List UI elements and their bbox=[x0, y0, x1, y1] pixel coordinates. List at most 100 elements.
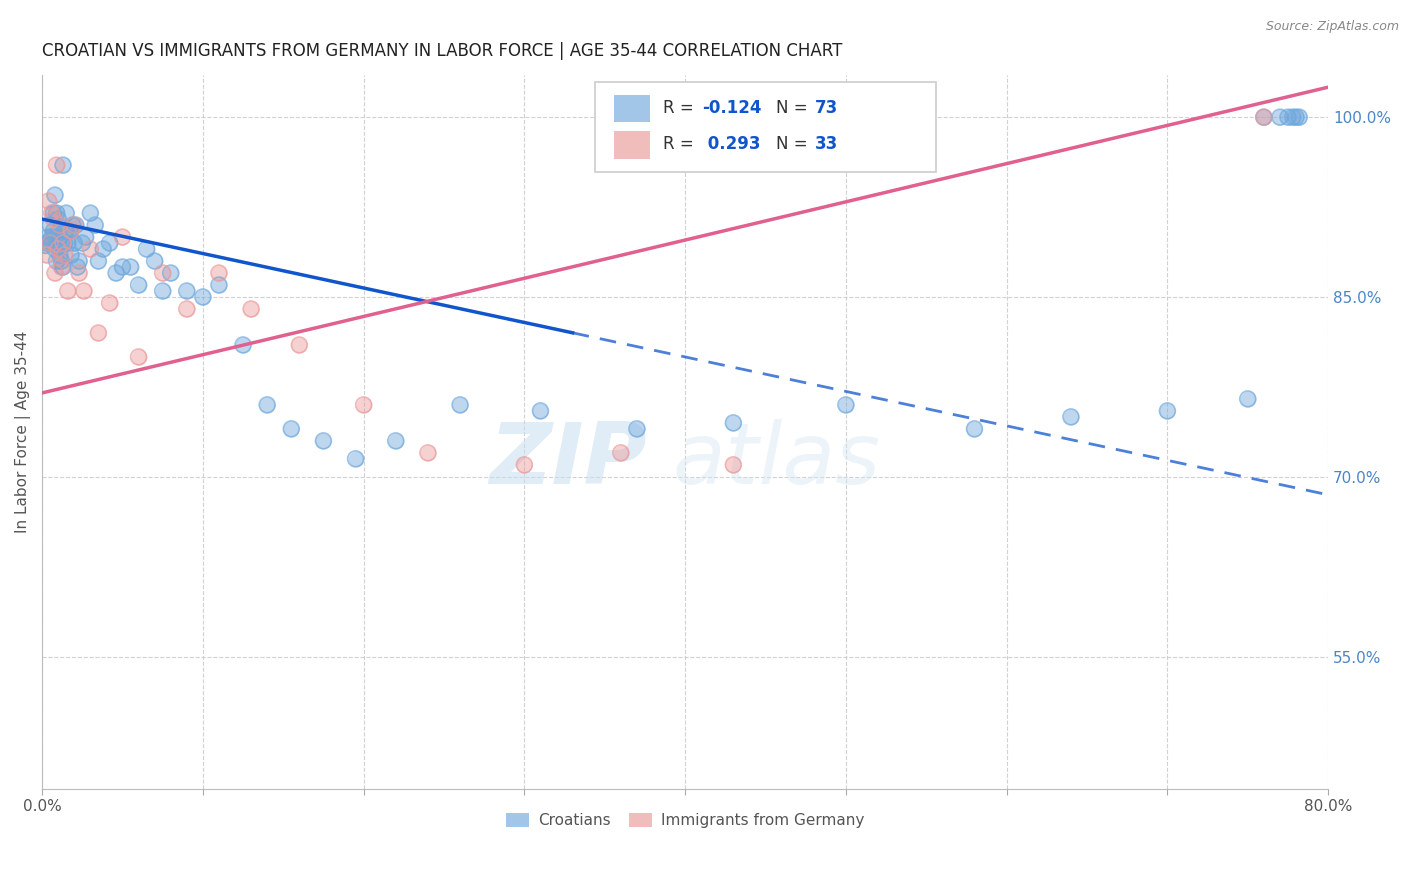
Point bbox=[56, 235, 79, 250]
Point bbox=[35, 248, 58, 262]
Point bbox=[39, 235, 62, 250]
Point bbox=[60, 224, 83, 238]
Point bbox=[60, 248, 83, 262]
Point bbox=[87, 254, 110, 268]
Point bbox=[49, 248, 72, 262]
Point bbox=[723, 416, 745, 430]
Point bbox=[42, 206, 65, 220]
Point bbox=[513, 458, 536, 472]
Point bbox=[152, 266, 174, 280]
Point bbox=[98, 296, 121, 310]
Point bbox=[111, 260, 134, 274]
Point bbox=[416, 446, 439, 460]
Point bbox=[53, 224, 76, 238]
Point bbox=[75, 230, 97, 244]
Point bbox=[38, 194, 60, 208]
Point bbox=[1285, 110, 1308, 124]
Point bbox=[44, 266, 66, 280]
Point bbox=[44, 242, 66, 256]
Point bbox=[49, 230, 72, 244]
Point bbox=[152, 284, 174, 298]
Point bbox=[79, 242, 101, 256]
Point bbox=[79, 206, 101, 220]
Point bbox=[63, 235, 86, 250]
Point bbox=[49, 248, 72, 262]
Point bbox=[41, 230, 63, 244]
Point bbox=[51, 260, 73, 274]
Point bbox=[65, 218, 87, 232]
Point bbox=[62, 218, 84, 232]
Point bbox=[128, 278, 150, 293]
Point bbox=[610, 446, 633, 460]
Point bbox=[67, 266, 90, 280]
Point bbox=[232, 338, 254, 352]
Point bbox=[191, 290, 214, 304]
Point bbox=[56, 284, 79, 298]
Point bbox=[67, 266, 90, 280]
Point bbox=[240, 301, 263, 316]
Point bbox=[38, 194, 60, 208]
Point bbox=[55, 224, 77, 238]
Point bbox=[45, 254, 67, 268]
Point bbox=[52, 235, 75, 250]
Point bbox=[288, 338, 311, 352]
FancyBboxPatch shape bbox=[614, 131, 651, 159]
Point bbox=[45, 254, 67, 268]
Point bbox=[49, 218, 72, 232]
Point bbox=[143, 254, 166, 268]
Point bbox=[111, 260, 134, 274]
Point bbox=[256, 398, 278, 412]
Point bbox=[51, 254, 73, 268]
Point bbox=[240, 301, 263, 316]
Point bbox=[344, 451, 367, 466]
Text: N =: N = bbox=[776, 98, 813, 117]
Point bbox=[42, 212, 65, 227]
Text: Source: ZipAtlas.com: Source: ZipAtlas.com bbox=[1265, 20, 1399, 33]
Point bbox=[45, 206, 67, 220]
Point bbox=[626, 422, 648, 436]
Point bbox=[963, 422, 986, 436]
Point bbox=[53, 248, 76, 262]
Point bbox=[44, 266, 66, 280]
Point bbox=[135, 242, 157, 256]
Point bbox=[208, 266, 231, 280]
Text: 33: 33 bbox=[815, 135, 838, 153]
Point bbox=[111, 230, 134, 244]
Text: -0.124: -0.124 bbox=[702, 98, 761, 117]
FancyBboxPatch shape bbox=[614, 95, 651, 122]
Text: N =: N = bbox=[776, 135, 813, 153]
Point bbox=[98, 296, 121, 310]
Point bbox=[835, 398, 858, 412]
Point bbox=[55, 206, 77, 220]
Point bbox=[416, 446, 439, 460]
Point bbox=[384, 434, 406, 448]
Point bbox=[63, 218, 86, 232]
Point bbox=[128, 278, 150, 293]
Point bbox=[60, 248, 83, 262]
Point bbox=[46, 242, 69, 256]
Point bbox=[105, 266, 128, 280]
Point bbox=[60, 224, 83, 238]
Point bbox=[44, 188, 66, 202]
Point bbox=[723, 458, 745, 472]
Point bbox=[1277, 110, 1299, 124]
Point bbox=[1288, 110, 1310, 124]
Point bbox=[44, 230, 66, 244]
Point bbox=[1285, 110, 1308, 124]
Point bbox=[51, 235, 73, 250]
Text: CROATIAN VS IMMIGRANTS FROM GERMANY IN LABOR FORCE | AGE 35-44 CORRELATION CHART: CROATIAN VS IMMIGRANTS FROM GERMANY IN L… bbox=[42, 42, 842, 60]
Point bbox=[159, 266, 181, 280]
Point bbox=[72, 235, 94, 250]
Point bbox=[835, 398, 858, 412]
Point bbox=[41, 206, 63, 220]
Point bbox=[120, 260, 142, 274]
Point bbox=[39, 218, 62, 232]
Text: R =: R = bbox=[664, 98, 699, 117]
Text: 73: 73 bbox=[815, 98, 838, 117]
FancyBboxPatch shape bbox=[595, 82, 936, 171]
Point bbox=[52, 158, 75, 172]
Point bbox=[45, 206, 67, 220]
Text: R =: R = bbox=[664, 135, 699, 153]
Point bbox=[1253, 110, 1275, 124]
Point bbox=[58, 224, 80, 238]
